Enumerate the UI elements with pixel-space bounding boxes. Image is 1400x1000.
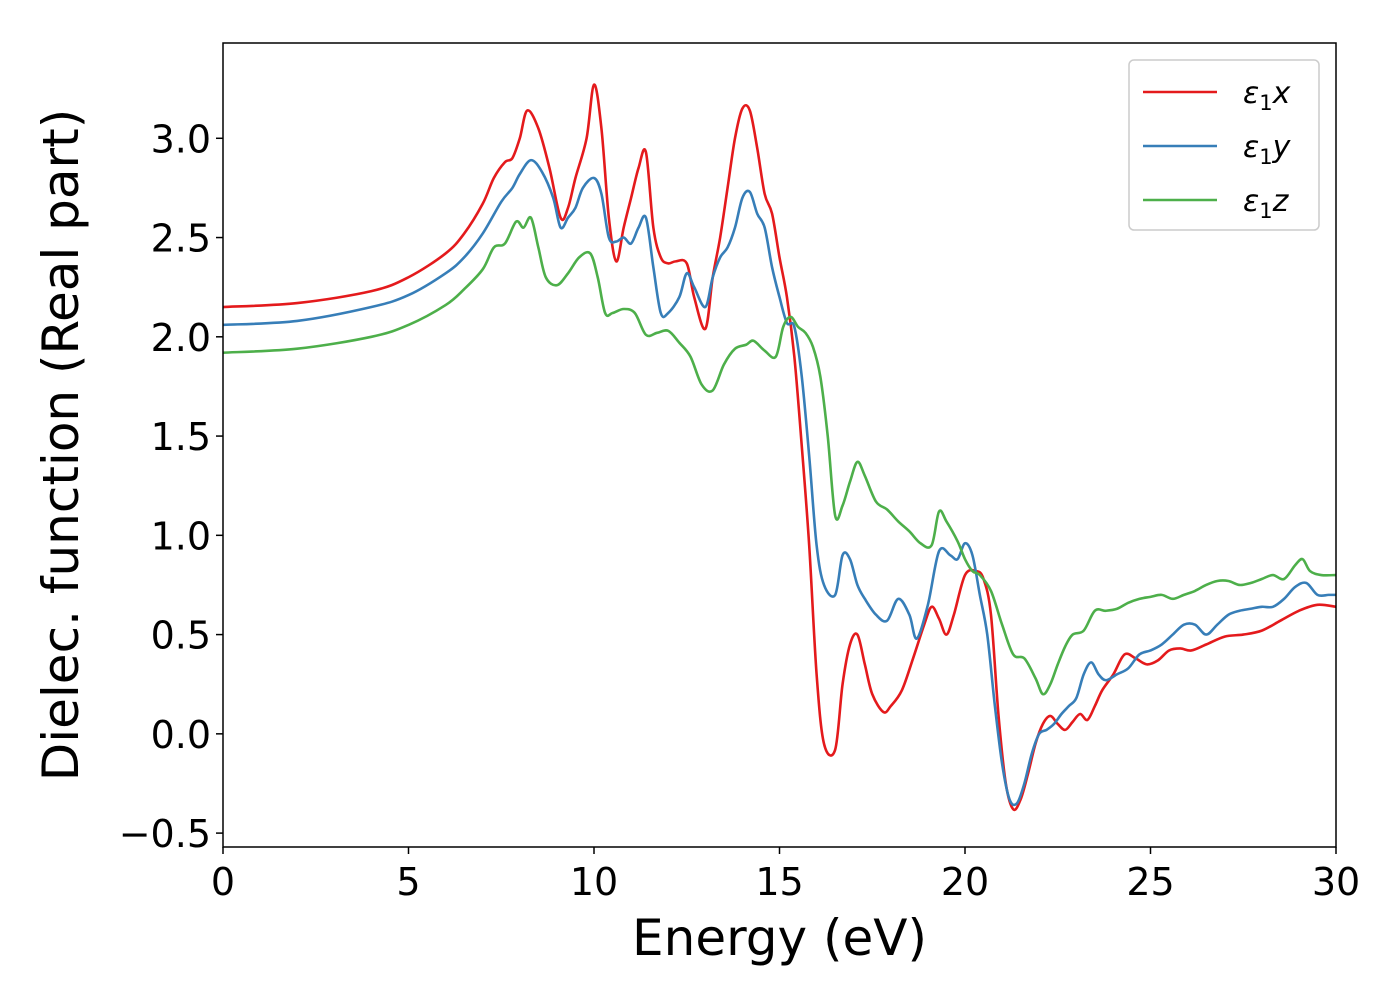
x-axis-title: Energy (eV) xyxy=(632,909,927,967)
y-tick-label: 2.5 xyxy=(151,217,211,261)
x-tick-label: 15 xyxy=(755,860,803,904)
x-tick-label: 5 xyxy=(396,860,420,904)
x-tick-label: 20 xyxy=(941,860,989,904)
y-tick-label: 0.0 xyxy=(151,713,211,757)
y-tick-label: 1.0 xyxy=(151,514,211,558)
x-tick-label: 10 xyxy=(570,860,618,904)
y-axis-title: Dielec. function (Real part) xyxy=(32,109,90,781)
legend-label-x: ε1x xyxy=(1243,76,1291,115)
series-layer xyxy=(223,83,1336,812)
legend: ε1x ε1y ε1z xyxy=(1128,59,1320,231)
x-tick-label: 0 xyxy=(211,860,235,904)
series-line-x xyxy=(223,83,1336,812)
legend-box xyxy=(1128,59,1320,231)
x-axis: 0 5 10 15 20 25 30 xyxy=(211,847,1360,904)
y-tick-label: 3.0 xyxy=(151,117,211,161)
series-line-z xyxy=(223,215,1336,696)
x-tick-label: 30 xyxy=(1312,860,1360,904)
x-tick-label: 25 xyxy=(1126,860,1174,904)
y-tick-label: 2.0 xyxy=(151,316,211,360)
series-line-y xyxy=(223,158,1336,807)
y-axis: −0.5 0.0 0.5 1.0 1.5 2.0 2.5 3.0 xyxy=(119,117,223,856)
y-tick-label: 1.5 xyxy=(151,415,211,459)
legend-label-y: ε1y xyxy=(1243,130,1292,169)
y-tick-label: −0.5 xyxy=(119,812,211,856)
y-tick-label: 0.5 xyxy=(151,614,211,658)
legend-label-z: ε1z xyxy=(1243,184,1290,223)
